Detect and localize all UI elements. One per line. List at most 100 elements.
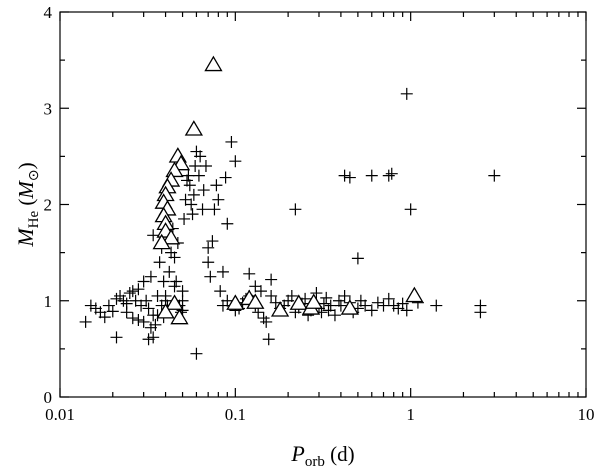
plus-point: [382, 292, 395, 305]
tick-labels: 0.01 0.1 1 10 0 1 2 3 4: [44, 3, 595, 424]
plus-point: [142, 302, 155, 315]
plus-point: [400, 304, 413, 317]
y-tick-label: 4: [44, 3, 53, 22]
plus-point: [262, 333, 275, 346]
plot-frame: [59, 11, 587, 398]
plus-point: [186, 208, 199, 221]
plus-point: [229, 155, 242, 168]
plus-point: [317, 297, 330, 310]
plus-point: [120, 306, 133, 319]
plus-point: [137, 275, 150, 288]
plus-point: [79, 315, 92, 328]
plus-point: [135, 299, 148, 312]
plus-point: [387, 299, 400, 312]
plus-point: [310, 287, 323, 300]
plus-point: [180, 174, 193, 187]
triangle-point: [289, 294, 308, 310]
plus-point: [140, 294, 153, 307]
plus-point: [132, 283, 145, 296]
plus-point: [132, 314, 145, 326]
plus-point: [159, 289, 172, 302]
plus-point: [147, 331, 160, 344]
plus-point: [359, 299, 372, 312]
x-tick-label: 1: [406, 405, 415, 424]
plus-point: [216, 265, 229, 278]
plus-point: [322, 304, 335, 317]
plus-point: [225, 135, 238, 148]
plus-point: [488, 169, 501, 182]
plus-point: [249, 280, 262, 293]
plus-point: [190, 347, 203, 360]
plus-point: [285, 289, 298, 302]
plus-point: [142, 333, 155, 346]
plus-point: [126, 312, 139, 325]
plus-point: [185, 198, 198, 211]
plus-point: [98, 311, 111, 324]
plus-point: [365, 304, 378, 317]
plus-point: [129, 294, 142, 307]
plus-point: [320, 291, 333, 304]
plus-point: [216, 299, 229, 312]
axis-ticks: [59, 11, 587, 398]
plus-point: [126, 285, 139, 298]
plus-point: [137, 315, 150, 328]
y-axis-title-sub: He: [26, 210, 42, 228]
triangle-point: [204, 55, 223, 72]
plus-point: [110, 292, 123, 305]
triangle-point: [161, 228, 181, 245]
y-axis-title: MHe (M⊙): [13, 162, 42, 247]
triangle-point: [170, 308, 189, 325]
plus-point: [430, 299, 443, 312]
triangle-point: [152, 233, 171, 250]
plus-point: [377, 299, 390, 312]
x-tick-label: 0.1: [225, 405, 246, 424]
plus-point: [178, 212, 191, 225]
y-axis-title-unit-sub: ⊙: [27, 169, 42, 181]
plus-point: [474, 306, 487, 319]
y-tick-label: 2: [44, 196, 53, 215]
plus-point: [144, 270, 157, 283]
plus-point: [289, 203, 302, 216]
plus-point: [221, 217, 234, 230]
plus-point: [243, 267, 256, 280]
triangle-point: [246, 293, 265, 309]
y-axis-title-main: M: [13, 227, 38, 248]
y-tick-label: 1: [44, 292, 53, 311]
plus-point: [168, 251, 181, 264]
plus-point: [194, 150, 207, 163]
triangle-point: [226, 294, 245, 310]
plus-point: [187, 188, 200, 201]
plus-point: [208, 203, 221, 216]
plus-point: [343, 171, 356, 184]
plus-point: [210, 179, 223, 192]
plus-point: [202, 256, 215, 269]
x-axis-title-main: P: [290, 441, 304, 466]
plus-point: [197, 184, 210, 197]
plus-point: [254, 285, 267, 298]
plus-point: [334, 299, 347, 312]
plus-point: [176, 285, 189, 298]
plus-point: [114, 289, 127, 302]
triangle-point: [405, 286, 424, 303]
y-axis-title-unit-open: (: [14, 199, 38, 211]
plus-point: [106, 305, 119, 318]
plus-point: [265, 289, 278, 302]
plus-point: [260, 315, 273, 328]
plus-point: [219, 171, 232, 184]
plus-point: [144, 321, 157, 334]
plus-point: [400, 87, 413, 100]
plus-point: [153, 256, 166, 269]
triangle-point: [340, 299, 359, 315]
x-axis-title: Porb (d): [290, 441, 354, 470]
x-axis-title-sub: orb: [305, 454, 325, 470]
plus-point: [371, 296, 384, 309]
triangle-point: [165, 294, 184, 310]
plus-point: [338, 289, 351, 302]
plus-point: [163, 265, 176, 278]
plus-point: [179, 193, 192, 206]
plus-point: [265, 273, 278, 286]
plus-point: [170, 275, 183, 288]
plus-point: [199, 160, 212, 172]
plus-point: [365, 169, 378, 182]
